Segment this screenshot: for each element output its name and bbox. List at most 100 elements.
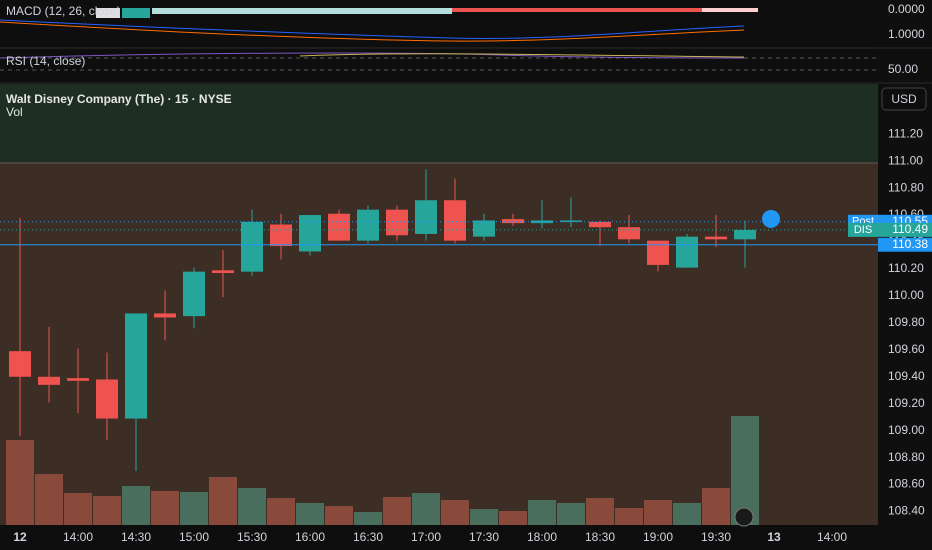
volume-bar [557,503,585,525]
price-tag [878,222,932,237]
volume-bar [180,492,208,525]
candle-body [9,351,31,377]
candle-body [560,220,582,222]
x-tick-label: 18:30 [585,530,615,544]
volume-bar [151,491,179,525]
volume-bar [325,506,353,525]
volume-bar [122,486,150,525]
candle-body [734,229,756,240]
volume-bar [470,509,498,525]
candle-body [299,215,321,252]
candle-body [357,209,379,241]
volume-bar [673,503,701,525]
rsi-axis-label: 50.00 [888,62,918,76]
volume-bar [412,493,440,525]
candle-body [676,236,698,268]
y-tick-label: 108.60 [888,477,925,491]
marker-pin [762,209,781,228]
candle-body [328,213,350,241]
y-tick-label: 108.80 [888,450,925,464]
volume-bar [35,474,63,525]
candle-body [415,200,437,234]
x-tick-label: 14:30 [121,530,151,544]
y-tick-label: 109.00 [888,423,925,437]
volume-bar [615,508,643,525]
volume-bar [441,500,469,525]
candle-body [531,220,553,224]
candle-body [647,240,669,265]
volume-bar [93,496,121,525]
candle-body [183,271,205,317]
x-tick-label: 16:30 [353,530,383,544]
candle-body [67,378,89,381]
time-axis [0,525,932,550]
candle-body [473,220,495,237]
volume-bar [354,512,382,525]
lightning-icon [734,507,754,527]
candle-body [705,236,727,240]
price-tag-value: 110.38 [892,237,928,251]
candle-body [241,221,263,272]
candle-body [502,219,524,224]
signal-line [0,21,745,42]
y-tick-label: 110.00 [888,288,924,302]
currency-button[interactable] [881,87,927,111]
price-tag-name: DIS [854,224,872,236]
candle-body [270,224,292,247]
rsi-ma [299,53,745,58]
price-tag-value: 110.49 [892,222,928,236]
y-tick-label: 110.80 [888,180,924,194]
macd-axis-label: 0.0000 [888,2,925,16]
currency-label: USD [891,92,917,106]
volume-bar [644,500,672,525]
volume-bar [731,416,759,525]
volume-bar [6,440,34,525]
macd-label: MACD (12, 26, close) [6,4,121,18]
x-tick-label: 15:00 [179,530,209,544]
volume-bar [528,500,556,525]
x-tick-label: 16:00 [295,530,325,544]
y-tick-label: 108.40 [888,504,925,518]
y-tick-label: 111.20 [888,126,923,140]
macd-histogram [96,8,758,18]
price-tag [878,237,932,252]
rsi-label: RSI (14, close) [6,54,85,68]
volume-bar [64,493,92,525]
candle-body [96,379,118,419]
x-tick-label: 19:30 [701,530,731,544]
x-tick-label: 17:00 [411,530,441,544]
symbol-title: Walt Disney Company (The) · 15 · NYSE [6,92,232,106]
volume-bar [238,488,266,525]
volume-label: Vol [6,105,23,119]
volume-bar [296,503,324,525]
x-tick-label: 12 [13,530,27,544]
y-tick-label: 110.20 [888,261,924,275]
x-tick-label: 19:00 [643,530,673,544]
candle-body [589,221,611,228]
header-pane [0,84,878,163]
volume-bar [267,498,295,525]
candle-body [125,313,147,419]
candle-body [212,270,234,274]
macd-axis-label: 1.0000 [888,27,925,41]
candle-body [38,376,60,385]
volume-bar [383,497,411,525]
candle-body [618,227,640,240]
price-tag-name-bg [848,222,878,237]
volume-bar [209,477,237,525]
x-tick-label: 18:00 [527,530,557,544]
y-tick-label: 109.20 [888,396,925,410]
macd-line [0,19,745,40]
x-tick-label: 14:00 [817,530,847,544]
y-tick-label: 109.60 [888,342,925,356]
x-tick-label: 15:30 [237,530,267,544]
y-tick-label: 109.80 [888,315,925,329]
y-tick-label: 111.00 [888,153,923,167]
y-tick-label: 109.40 [888,369,925,383]
x-tick-label: 14:00 [63,530,93,544]
volume-bar [702,488,730,525]
x-tick-label: 13 [767,530,781,544]
candle-body [386,209,408,236]
candle-body [444,200,466,241]
